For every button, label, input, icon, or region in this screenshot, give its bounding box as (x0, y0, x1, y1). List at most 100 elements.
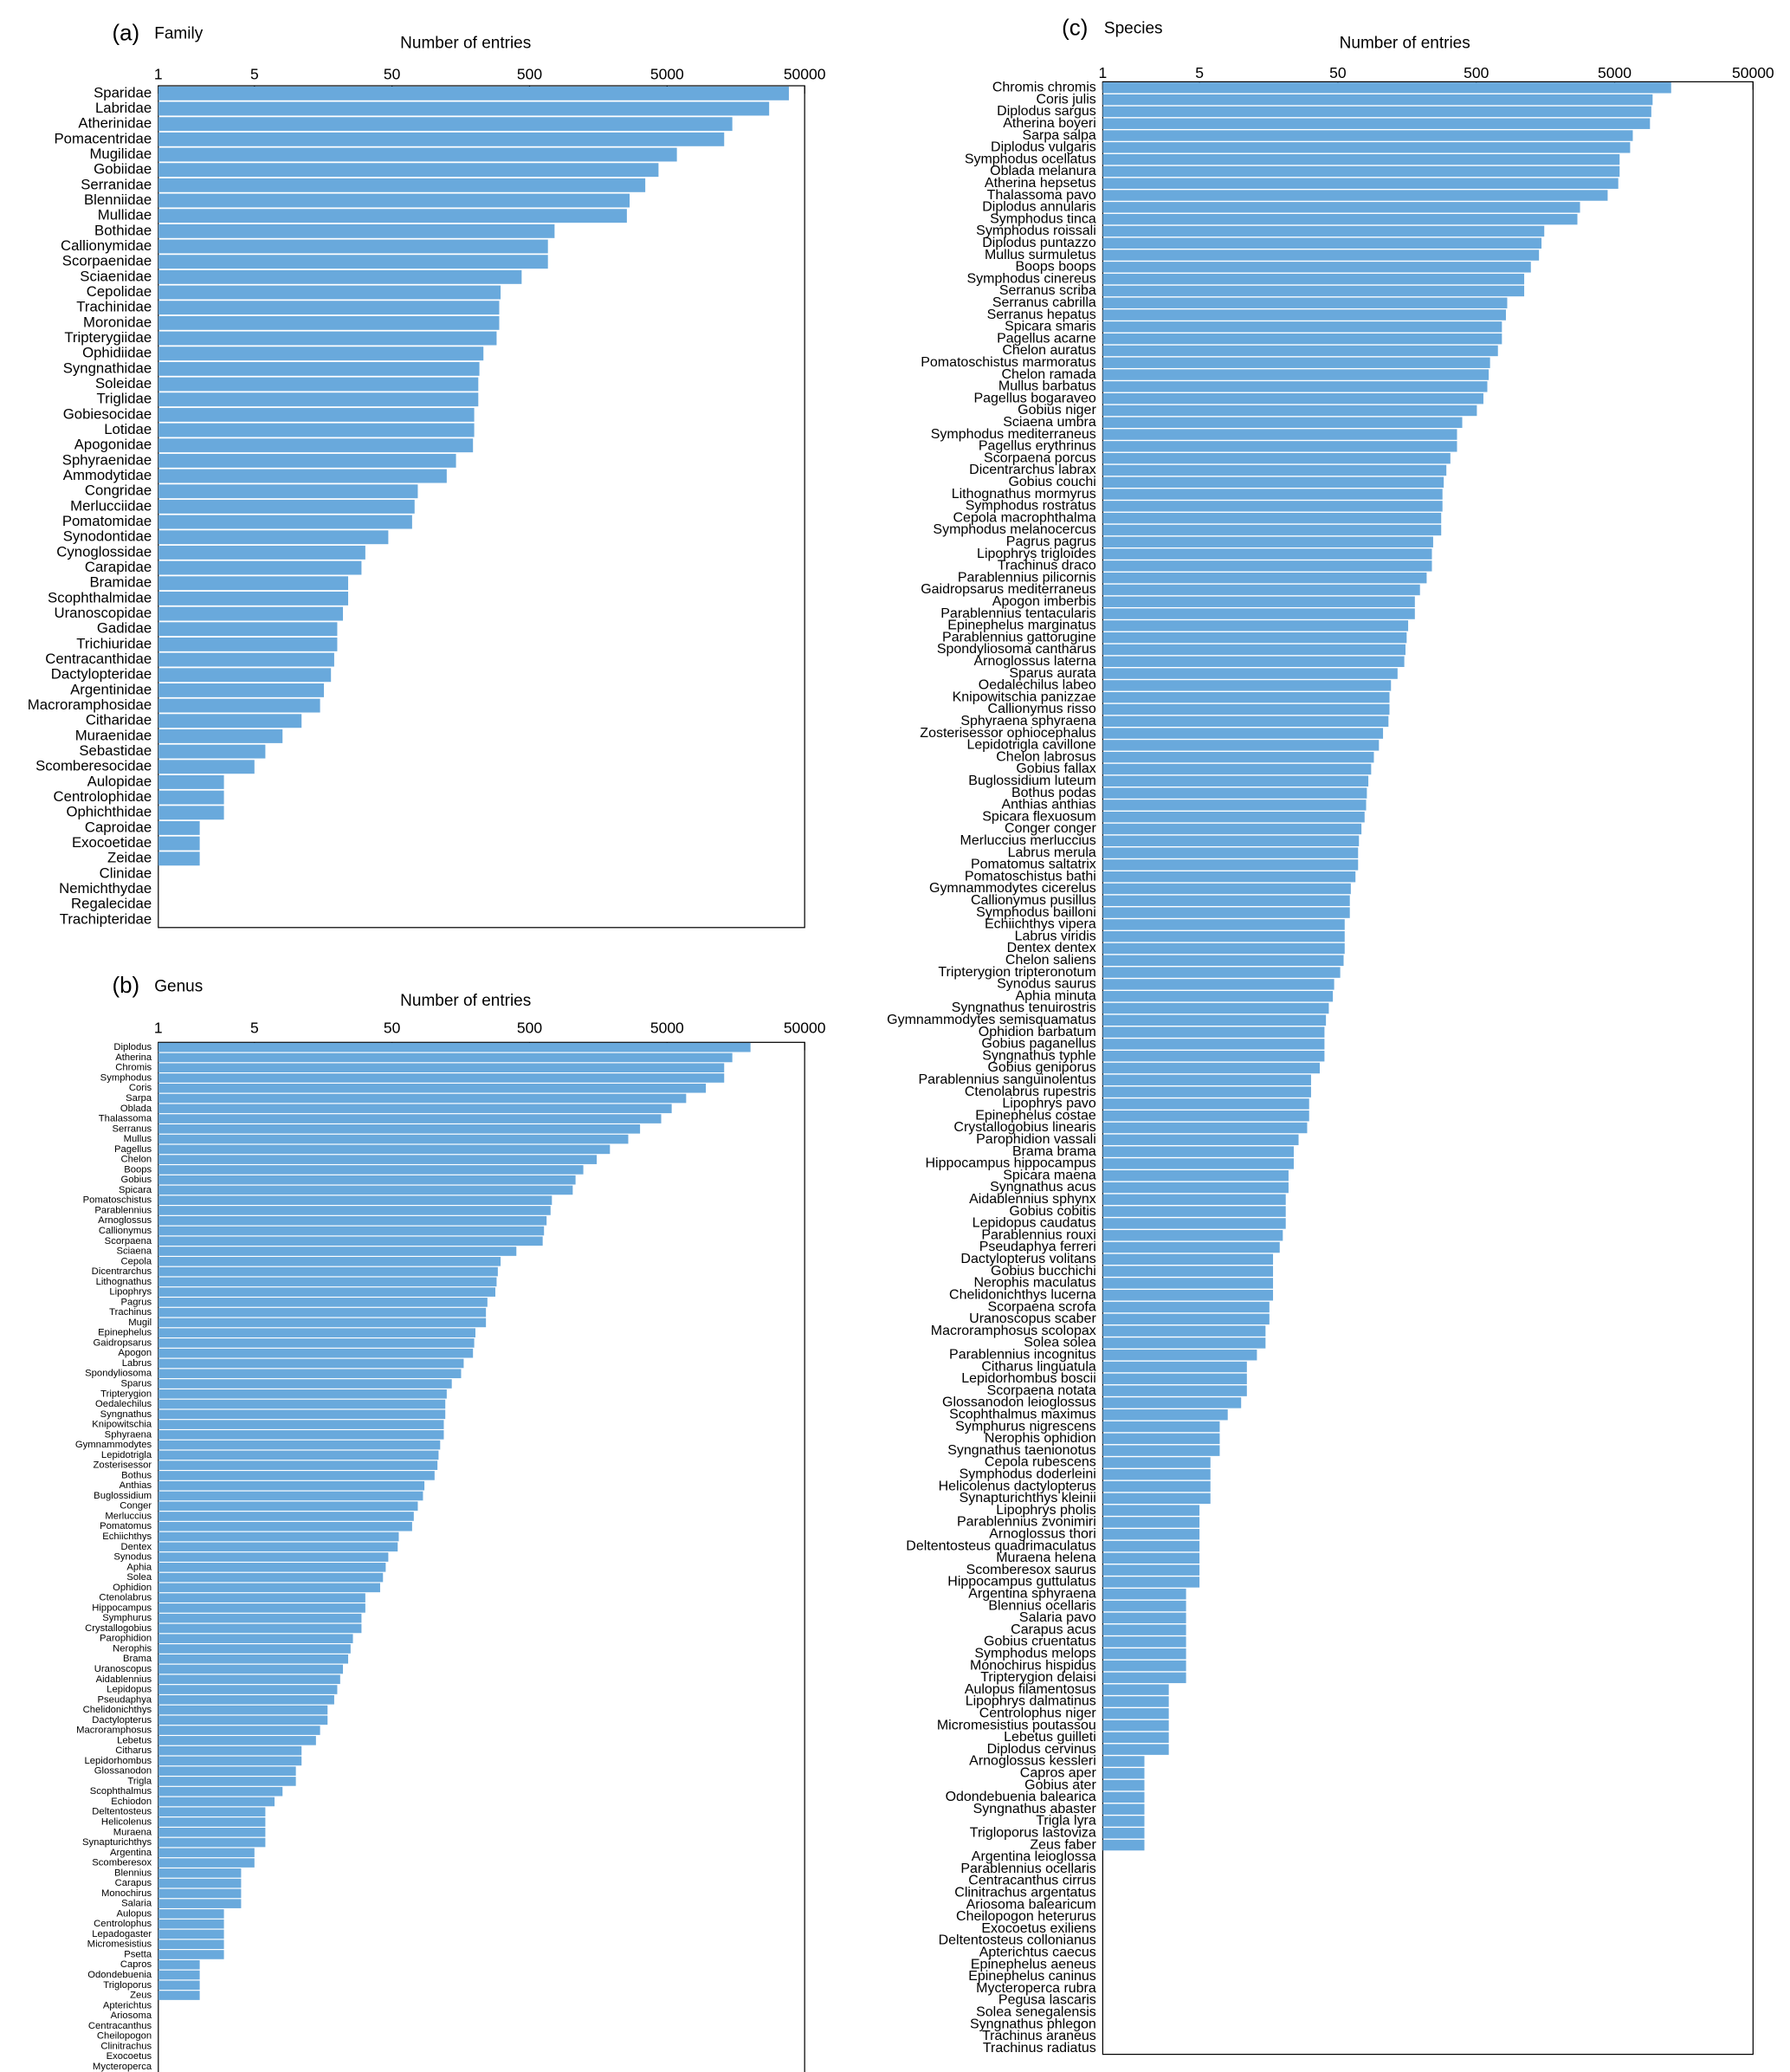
bar (1102, 1385, 1247, 1396)
category-label: Callionymus pusillus (971, 893, 1096, 908)
category-label: Dactylopterus volitans (960, 1252, 1095, 1266)
category-label: Lipophrys trigloides (977, 547, 1096, 561)
bar (158, 1593, 365, 1603)
bar (158, 1674, 340, 1685)
bar (1102, 967, 1341, 978)
category-label: Oedalechilus labeo (979, 678, 1096, 693)
category-label: Arnoglossus kessleri (969, 1754, 1096, 1769)
category-label: Merluccius merluccius (960, 833, 1096, 848)
bar (158, 331, 497, 346)
category-label: Thalassoma pavo (987, 188, 1096, 203)
bar (1102, 620, 1409, 631)
bar (158, 1991, 200, 2000)
category-label: Serranus (112, 1123, 152, 1134)
bar (1102, 1529, 1200, 1540)
x-tick-label: 5000 (1598, 64, 1632, 81)
category-label: Oedalechilus (95, 1399, 152, 1409)
bar (158, 1959, 200, 1970)
bar (158, 361, 480, 376)
bar (158, 591, 349, 605)
bar (158, 484, 418, 499)
category-label: Lipophrys pavo (1002, 1097, 1096, 1111)
category-label: Labrus merula (1008, 845, 1096, 860)
bar (158, 652, 334, 667)
bar (1102, 142, 1631, 153)
category-label: Lepidotrigla cavillone (966, 738, 1095, 753)
bar (1102, 1373, 1247, 1385)
category-label: Gobius ater (1024, 1777, 1096, 1792)
bar (1102, 441, 1457, 452)
category-label: Sarpa salpa (1022, 128, 1095, 143)
bar (158, 1277, 497, 1287)
bar (1102, 715, 1389, 727)
bar (1102, 1039, 1325, 1050)
category-label: Clinitrachus (100, 2041, 152, 2051)
bar (158, 1298, 488, 1307)
bar (1102, 691, 1390, 703)
bar (1102, 165, 1620, 178)
bar (158, 1603, 365, 1613)
category-label: Spicara maena (1003, 1168, 1096, 1182)
category-label: Lepidorhombus boscii (961, 1371, 1096, 1386)
category-label: Brama brama (1012, 1144, 1096, 1159)
x-tick-label: 50 (1329, 64, 1347, 81)
category-label: Knipowitschia panizzae (953, 690, 1096, 704)
bar (1102, 668, 1398, 679)
category-label: Symphodus bailloni (976, 905, 1096, 920)
bar (1102, 895, 1350, 907)
bar (1102, 1301, 1270, 1313)
x-tick-label: 50000 (784, 1020, 826, 1037)
bar (1102, 787, 1367, 799)
category-label: Diplodus cervinus (987, 1742, 1096, 1757)
bar (158, 193, 630, 208)
bar (158, 1430, 444, 1440)
bar (1102, 1241, 1280, 1253)
category-label: Trichiuridae (76, 635, 152, 651)
category-label: Epinephelus (98, 1328, 152, 1338)
category-label: Citharus (115, 1745, 152, 1756)
category-label: Pagellus bogaraveo (973, 391, 1095, 405)
bar (158, 1664, 344, 1674)
category-label: Oblada melanura (990, 164, 1096, 178)
category-label: Macroramphosus (76, 1726, 152, 1736)
category-label: Dentex dentex (1007, 941, 1096, 955)
category-label: Nerophis (113, 1643, 152, 1654)
category-label: Pagellus (114, 1144, 152, 1155)
bar (158, 1899, 242, 1908)
bar (1102, 153, 1620, 165)
category-label: Serranus scriba (999, 283, 1096, 298)
bar (1102, 1564, 1200, 1576)
bar (1102, 1505, 1200, 1516)
category-label: Sarpa (126, 1093, 152, 1104)
category-label: Pomatomus saltatrix (971, 858, 1096, 872)
category-label: Spicara (119, 1185, 152, 1195)
bar (1102, 94, 1653, 106)
bar (158, 1042, 751, 1052)
bar (158, 576, 349, 591)
category-label: Ariosoma balearicum (966, 1897, 1096, 1912)
bar (158, 1745, 302, 1756)
category-label: Symphodus mediterraneus (931, 427, 1096, 442)
category-label: Gadidae (97, 620, 152, 637)
category-label: Anthias (120, 1480, 152, 1491)
bar (1102, 1589, 1186, 1600)
category-label: Sciaena (116, 1246, 152, 1257)
bar (1102, 608, 1415, 619)
category-label: Monochirus (101, 1888, 152, 1899)
category-label: Uranoscopus (94, 1664, 152, 1674)
bar (158, 423, 475, 437)
bar (158, 117, 733, 132)
category-label: Bothus podas (1011, 786, 1096, 800)
bar (1102, 309, 1506, 321)
category-label: Brama (123, 1654, 152, 1664)
bar (158, 1644, 351, 1654)
bar (1102, 1445, 1220, 1456)
bar (1102, 930, 1345, 942)
bar (158, 1460, 438, 1470)
x-tick-label: 5 (250, 65, 259, 82)
bar (1102, 213, 1578, 225)
category-label: Parophidion vassali (976, 1132, 1096, 1147)
category-label: Scorpaenidae (62, 253, 152, 269)
bar (1102, 392, 1483, 405)
category-label: Centracanthus cirrus (968, 1874, 1095, 1888)
